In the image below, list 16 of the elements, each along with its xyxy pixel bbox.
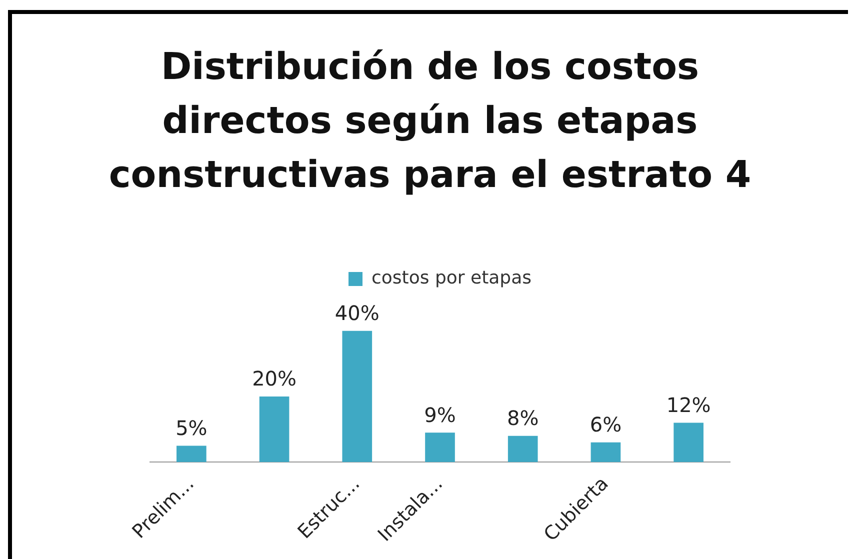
- chart-title: Distribución de los costos directos según las etapas constructivas para el estrato 4: [108, 44, 752, 198]
- bar: [176, 446, 206, 462]
- legend-label: costos por etapas: [371, 268, 532, 289]
- data-label: 9%: [424, 402, 456, 427]
- bar: [674, 422, 704, 462]
- data-label: 12%: [666, 392, 711, 417]
- data-label: 8%: [506, 406, 539, 430]
- data-label: 20%: [252, 366, 297, 391]
- bar: [508, 436, 538, 462]
- data-label: 40%: [334, 301, 380, 326]
- data-label: 6%: [590, 412, 622, 437]
- bar: [590, 442, 621, 462]
- bar: [342, 330, 372, 462]
- bar: [425, 432, 455, 462]
- bar: [259, 396, 290, 462]
- data-label: 5%: [176, 416, 208, 440]
